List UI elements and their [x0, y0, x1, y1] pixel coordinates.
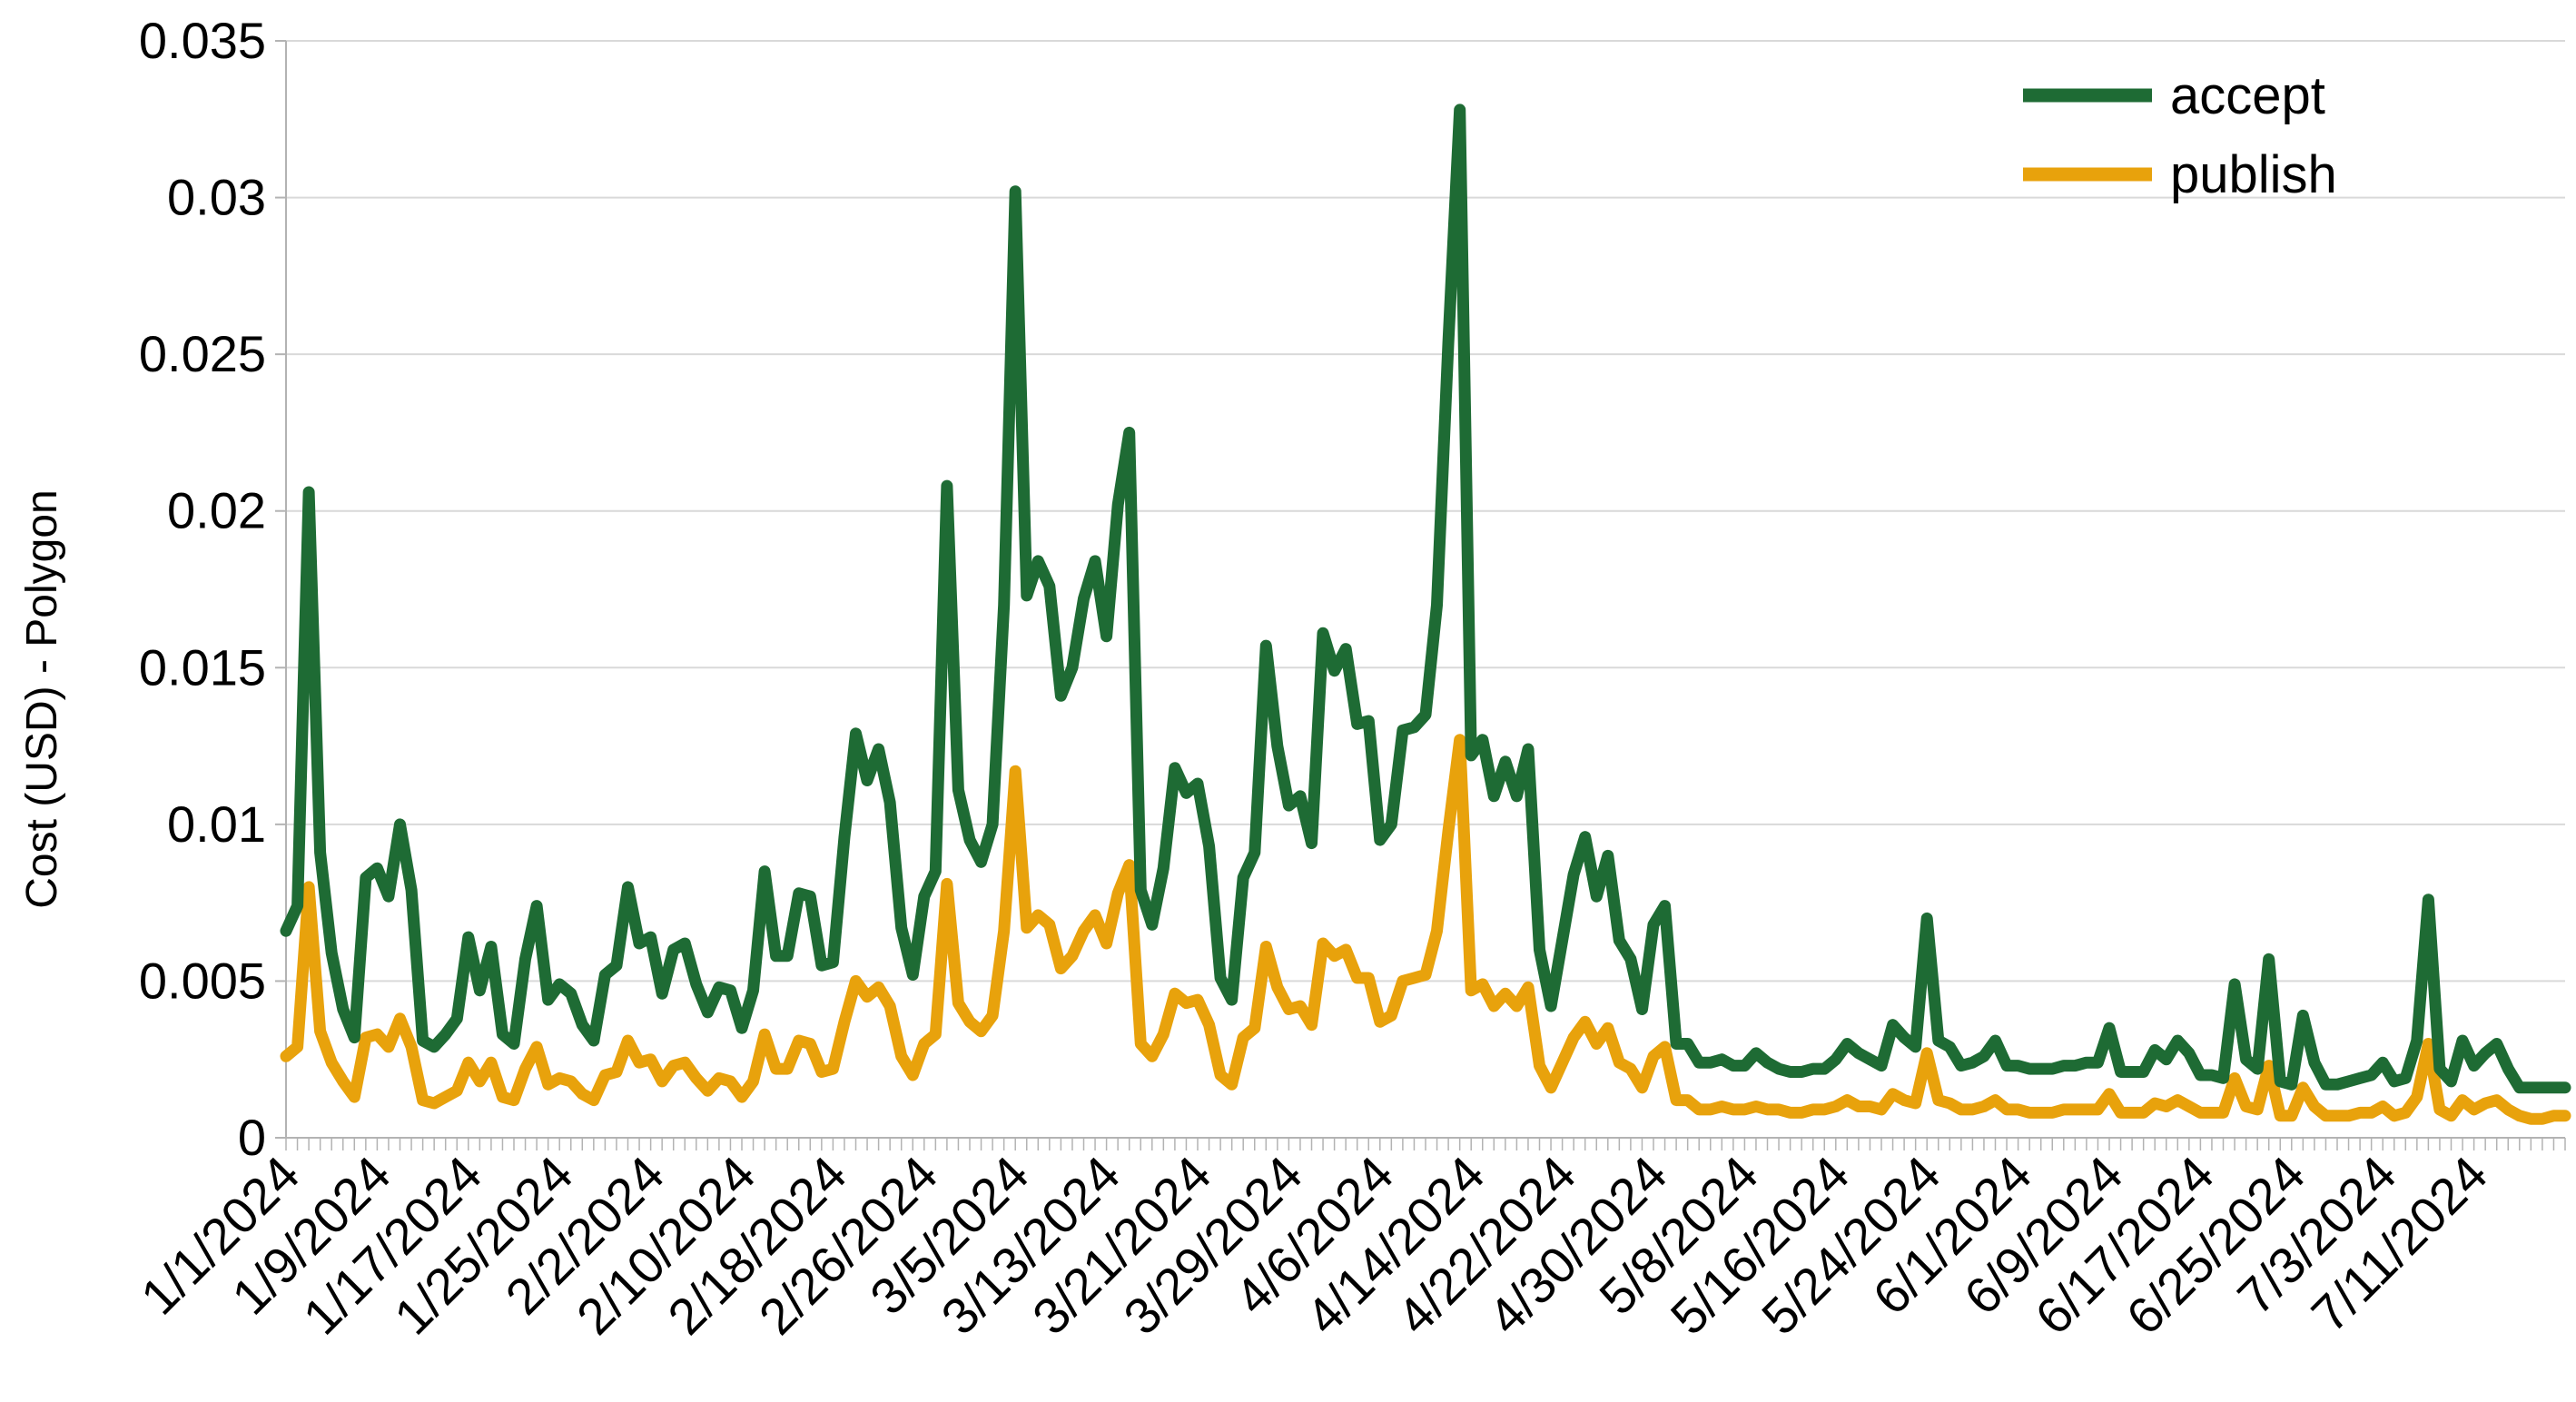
y-tick-label: 0.02: [167, 482, 266, 539]
series-line-publish: [280, 734, 2571, 1125]
legend-label-publish: publish: [2170, 145, 2337, 204]
y-tick-label: 0.01: [167, 795, 266, 853]
legend: accept publish: [2023, 66, 2337, 204]
series-lines: [280, 104, 2571, 1125]
series-line-accept: [280, 104, 2571, 1094]
y-tick-label: 0: [238, 1109, 266, 1166]
y-tick-label: 0.035: [139, 12, 266, 69]
y-tick-label: 0.03: [167, 169, 266, 226]
y-axis-title: Cost (USD) - Polygon: [18, 489, 66, 908]
legend-label-accept: accept: [2170, 66, 2325, 125]
y-tick-labels: 0 0.005 0.01 0.015 0.02 0.025 0.03 0.035: [139, 12, 266, 1166]
axes: [275, 40, 2566, 1150]
y-tick-label: 0.005: [139, 952, 266, 1009]
y-tick-label: 0.025: [139, 325, 266, 382]
y-tick-label: 0.015: [139, 638, 266, 696]
